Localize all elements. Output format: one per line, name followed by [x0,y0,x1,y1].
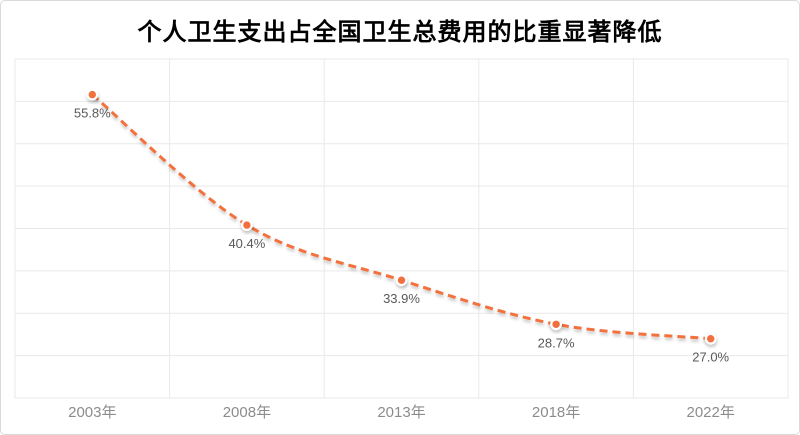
x-axis-label: 2018年 [532,404,580,421]
point-label: 55.8% [74,106,111,121]
data-point[interactable] [86,88,99,101]
point-label: 33.9% [383,291,420,306]
data-point[interactable] [704,332,717,345]
plot-border [14,58,789,399]
point-label: 27.0% [692,350,729,365]
chart-title: 个人卫生支出占全国卫生总费用的比重显著降低 [137,19,663,46]
x-axis-label: 2008年 [223,404,271,421]
data-point[interactable] [550,318,562,331]
x-axis-label: 2022年 [687,404,735,421]
x-axis-label: 2013年 [377,404,425,421]
point-label: 40.4% [228,236,265,251]
data-point[interactable] [240,219,253,232]
data-point[interactable] [395,274,408,287]
x-axis-label: 2003年 [68,404,116,421]
point-label: 28.7% [538,335,575,350]
